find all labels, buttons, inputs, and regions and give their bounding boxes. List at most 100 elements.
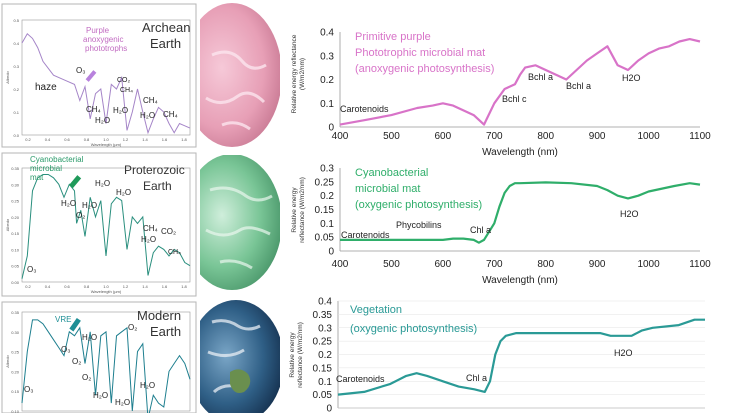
y-tick-label: 0 [328,247,334,258]
mini-y-tick-label: 0.30 [11,330,20,335]
x-tick-label: 1100 [689,259,711,270]
feature-label: CO₂ [161,227,176,236]
mini-x-axis-label: Wavelength (µm) [91,142,122,147]
organism-marker [68,175,82,189]
mini-x-tick-label: 1.6 [162,284,168,289]
feature-label: O₂ [76,211,85,220]
mini-x-axis-label: Wavelength (µm) [91,289,122,294]
mini-y-tick-label: 0.15 [11,231,20,236]
y-tick-label: 0.2 [320,75,334,86]
feature-label: CH₄ [163,110,178,119]
reflectance-line [339,38,701,126]
feature-label: H₂O [61,199,76,208]
y-tick-label: 0.1 [320,99,334,110]
feature-label: H₂O [95,116,110,125]
y-tick-label: 0.4 [318,297,332,308]
left-spectrum-proterozoic: 0.35 0.30 0.25 0.20 0.15 0.10 0.05 0.00 0.2 0.4 0.… [5,166,191,294]
y-tick-label: 0.3 [320,164,334,175]
feature-label: O₂ [72,357,81,366]
x-tick-label: 500 [383,131,400,142]
chart-archean: 0 0.1 0.2 0.3 0.4 400 500 600 700 800 900 1000 1100 W… [291,28,711,159]
y-tick-label: 0.25 [313,337,333,348]
feature-label: H₂O [95,179,110,188]
proterozoic-earth-globe [200,155,280,290]
panel-title-line-1: Modern [137,308,181,323]
feature-label: CH₄ [143,96,158,105]
y-axis-label-line: Relative energy [291,187,298,233]
mini-y-tick-label: 0.35 [11,166,20,171]
mini-y-tick-label: 0.10 [11,409,20,413]
mini-y-tick-label: 0.4 [13,41,19,46]
feature-label: O₂ [82,373,91,382]
y-tick-label: 0.2 [320,191,334,202]
x-tick-label: 700 [486,131,503,142]
y-tick-label: 0.05 [315,233,335,244]
feature-label: O₃ [27,265,36,274]
feature-label: H₂O [82,201,97,210]
y-tick-label: 0.3 [320,51,334,62]
chart-title-line-1: Cyanobacterial [355,167,428,179]
left-spectrum-modern: 0.35 0.30 0.25 0.20 0.15 0.10 Albedo [5,310,191,413]
globe-land [230,369,251,393]
mini-x-tick-label: 0.6 [64,137,70,142]
chart-annotation: Bchl a [528,72,553,82]
chart-title-line-2: Phototrophic microbial mat [355,47,485,59]
x-axis-label: Wavelength (nm) [482,147,558,158]
mini-y-tick-label: 0.25 [11,199,20,204]
chart-title-line-2: (oxygenic photosynthesis) [350,323,477,335]
albedo-spectrum-line [21,174,191,279]
y-tick-label: 0.05 [313,390,333,401]
mini-y-tick-label: 0.10 [11,247,20,252]
chart-annotation: Carotenoids [340,104,389,114]
y-axis-label: Relative energyreflectance (W/m2/nm) [291,177,306,243]
y-tick-label: 0.15 [315,205,335,216]
mini-y-axis-label: Albedo [5,71,10,84]
mini-x-tick-label: 1.4 [142,284,148,289]
y-axis-label-line: (W/m2/nm) [299,58,306,90]
panel-title-line-2: Earth [143,179,172,193]
mini-plot-frame [21,311,191,412]
mini-y-tick-label: 0.35 [11,310,20,315]
x-tick-label: 800 [537,259,554,270]
modern-earth-globe [200,300,280,413]
mini-y-tick-label: 0.5 [13,18,19,23]
mini-y-tick-label: 0.05 [11,264,20,269]
organism-marker [69,317,81,332]
feature-label: H₂O [116,188,131,197]
left-panel-frame [1,3,197,148]
chart-annotation: H2O [622,73,641,83]
mini-x-tick-label: 1.2 [123,284,129,289]
archean-earth-globe [200,3,280,147]
mini-x-tick-label: 0.4 [45,284,51,289]
y-tick-label: 0.1 [318,377,332,388]
chart-title-line-3: (oxygenic photosynthesis) [355,199,482,211]
chart-annotation: H2O [614,348,633,358]
feature-label: H₂O [140,381,155,390]
feature-label: haze [35,82,57,93]
chart-annotation: Phycobilins [396,220,442,230]
globe-swirl [205,50,267,131]
y-tick-label: 0 [328,123,334,134]
globe-swirl [205,186,273,270]
feature-label: CH₄ [86,105,101,114]
reflectance-line [337,318,705,396]
mini-x-tick-label: 0.6 [64,284,70,289]
y-axis-label: Relative energyreflectance (W/m2/nm) [289,322,304,388]
mini-y-tick-label: 0.1 [13,110,19,115]
x-tick-label: 500 [383,259,400,270]
y-tick-label: 0.3 [318,323,332,334]
organism-label-line-3: mat [30,173,44,182]
mini-y-tick-label: 0.30 [11,182,20,187]
chart-title-line-1: Primitive purple [355,31,431,43]
organism-marker [85,70,97,82]
feature-label: O₃ [24,385,33,394]
mini-x-tick-label: 0.2 [25,284,31,289]
mini-y-tick-label: 0.20 [11,215,20,220]
mini-y-tick-label: 0.2 [13,87,19,92]
organism-label-line-2: microbial [30,164,62,173]
chart-annotation: Bchl c [502,94,527,104]
feature-label: H₂O [115,398,130,407]
x-tick-label: 600 [435,131,452,142]
